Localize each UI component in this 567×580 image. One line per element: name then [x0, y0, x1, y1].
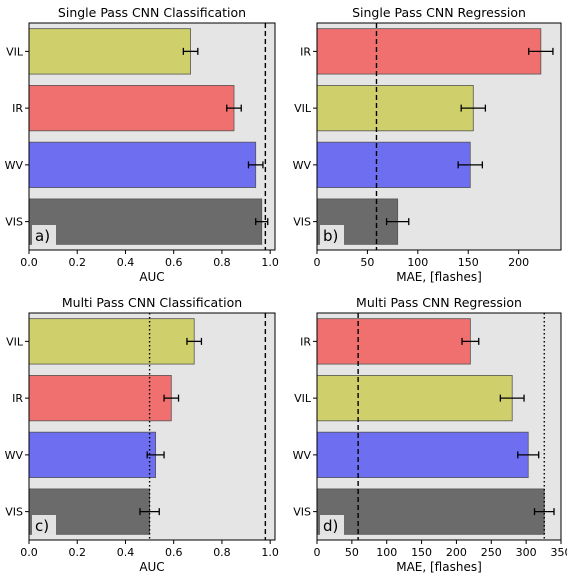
chart-panel-3: VIL IR WV VIS 0.0 0.2 0.4 0.6 0.8 1.0 Multi Pass C…: [5, 295, 279, 574]
x-tick-label: 0.4: [117, 546, 135, 559]
chart-title: Multi Pass CNN Classification: [62, 295, 242, 310]
x-tick-label: 350: [551, 546, 567, 559]
bar-vis: [29, 199, 262, 244]
y-tick-label: WV: [293, 159, 312, 172]
bar-ir: [317, 319, 470, 364]
panel-label: a): [35, 227, 50, 245]
bar-ir: [317, 29, 541, 74]
x-tick-label: 1.0: [261, 546, 279, 559]
chart-panel-4: IR VIL WV VIS 0 50 100 150 200 250 300 350 Multi Pas…: [293, 295, 567, 574]
y-tick-label: IR: [12, 392, 23, 405]
x-tick-label: 0.4: [117, 256, 135, 269]
x-axis-label: MAE, [flashes]: [396, 270, 482, 284]
bar-wv: [29, 142, 256, 187]
y-tick-label: WV: [5, 449, 24, 462]
x-tick-label: 0.0: [20, 546, 38, 559]
x-tick-label: 50: [345, 546, 359, 559]
x-axis-label: AUC: [139, 560, 164, 574]
x-axis-label: MAE, [flashes]: [396, 560, 482, 574]
bar-wv: [29, 432, 156, 477]
y-tick-label: VIL: [294, 392, 312, 405]
x-tick-label: 1.0: [261, 256, 279, 269]
x-tick-label: 0.6: [165, 256, 183, 269]
y-tick-label: VIS: [293, 216, 311, 229]
y-tick-label: VIL: [6, 45, 24, 58]
x-tick-label: 300: [516, 546, 537, 559]
bar-vil: [29, 319, 194, 364]
x-tick-label: 100: [407, 256, 428, 269]
y-tick-label: IR: [300, 335, 311, 348]
y-tick-label: VIL: [294, 102, 312, 115]
y-tick-label: WV: [293, 449, 312, 462]
y-tick-label: VIS: [5, 216, 23, 229]
x-tick-label: 0.6: [165, 546, 183, 559]
bar-vis: [317, 489, 544, 534]
x-tick-label: 100: [376, 546, 397, 559]
x-tick-label: 0: [314, 546, 321, 559]
x-tick-label: 150: [411, 546, 432, 559]
chart-title: Single Pass CNN Classification: [58, 5, 246, 20]
chart-title: Single Pass CNN Regression: [352, 5, 526, 20]
y-tick-label: IR: [300, 45, 311, 58]
y-tick-label: VIL: [6, 335, 24, 348]
bar-wv: [317, 142, 470, 187]
chart-panel-1: VIL IR WV VIS 0.0 0.2 0.4 0.6 0.8 1.0 Single Pass …: [5, 5, 279, 284]
x-tick-label: 0.2: [68, 256, 86, 269]
panel-label: d): [323, 517, 338, 535]
bar-ir: [29, 85, 234, 130]
x-tick-label: 0.2: [68, 546, 86, 559]
chart-title: Multi Pass CNN Regression: [356, 295, 522, 310]
bar-wv: [317, 432, 528, 477]
y-tick-label: VIS: [5, 506, 23, 519]
x-axis-label: AUC: [139, 270, 164, 284]
y-tick-label: WV: [5, 159, 24, 172]
x-tick-label: 0: [314, 256, 321, 269]
x-tick-label: 0.8: [213, 546, 231, 559]
panel-label: b): [323, 227, 338, 245]
x-tick-label: 50: [360, 256, 374, 269]
x-tick-label: 200: [446, 546, 467, 559]
y-tick-label: VIS: [293, 506, 311, 519]
x-tick-label: 0.8: [213, 256, 231, 269]
bar-vil: [317, 85, 473, 130]
x-tick-label: 0.0: [20, 256, 38, 269]
bar-vil: [317, 375, 512, 420]
x-tick-label: 250: [481, 546, 502, 559]
x-tick-label: 150: [458, 256, 479, 269]
y-tick-label: IR: [12, 102, 23, 115]
chart-panel-2: IR VIL WV VIS 0 50 100 150 200 Single Pass CNN Re…: [293, 5, 561, 284]
x-tick-label: 200: [508, 256, 529, 269]
bar-vil: [29, 29, 191, 74]
panel-label: c): [35, 517, 49, 535]
